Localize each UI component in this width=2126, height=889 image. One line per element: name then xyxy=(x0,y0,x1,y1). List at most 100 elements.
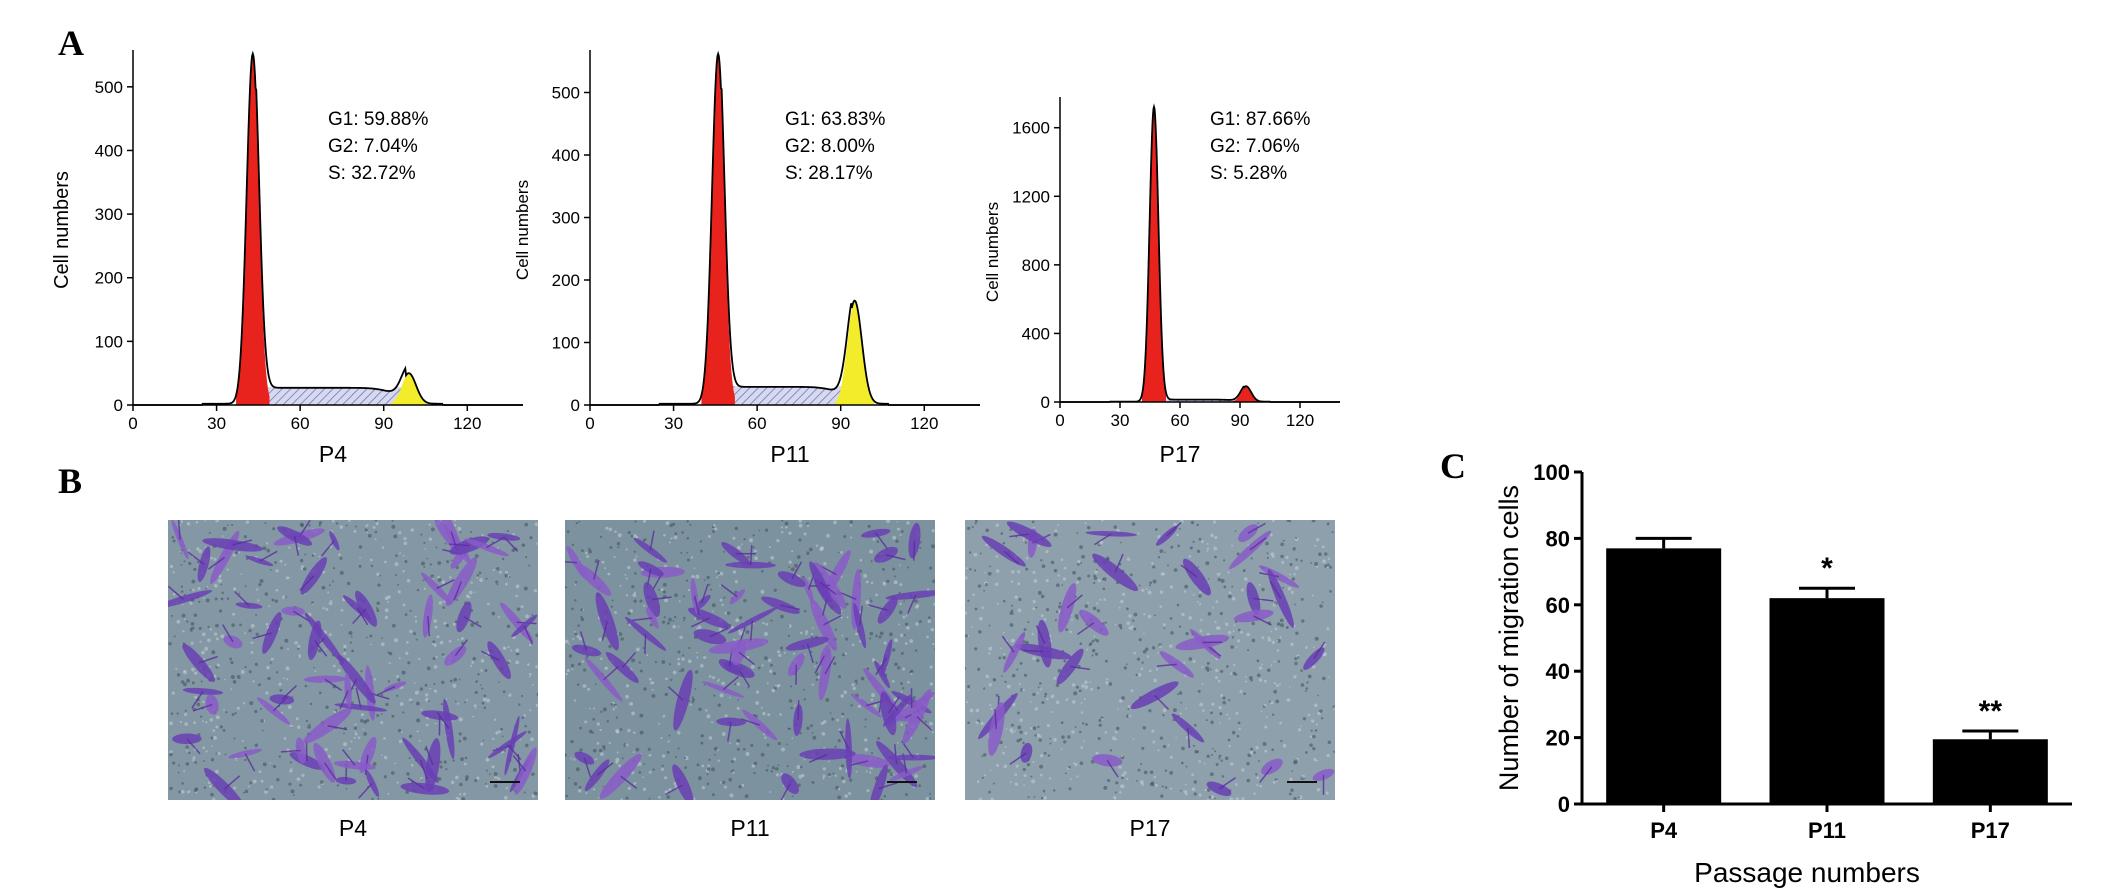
pore-dot xyxy=(169,753,173,757)
pore-dot xyxy=(1050,560,1055,565)
pore-dot xyxy=(999,740,1003,745)
pore-dot xyxy=(1114,738,1117,741)
pore-dot xyxy=(1287,587,1292,591)
pore-dot xyxy=(416,718,421,723)
pore-dot xyxy=(375,607,378,610)
pore-dot xyxy=(803,688,806,691)
pore-dot xyxy=(279,688,283,692)
pore-dot xyxy=(764,656,768,660)
pore-dot xyxy=(766,743,770,747)
pore-dot xyxy=(369,558,373,562)
pore-dot xyxy=(1015,764,1019,768)
pore-dot xyxy=(1193,792,1197,796)
pore-dot xyxy=(196,547,200,551)
pore-dot xyxy=(788,699,793,703)
pore-dot xyxy=(1002,656,1006,660)
pore-dot xyxy=(1233,624,1236,627)
pore-dot xyxy=(914,599,918,603)
pore-dot xyxy=(1097,737,1101,741)
x-tick-label: P4 xyxy=(1650,818,1678,843)
y-tick-label: 40 xyxy=(1546,659,1570,684)
pore-dot xyxy=(324,648,327,651)
pore-dot xyxy=(180,585,183,588)
pore-dot xyxy=(620,637,624,641)
pore-dot xyxy=(1297,656,1300,659)
pore-dot xyxy=(1233,663,1236,667)
cell-process xyxy=(436,579,455,590)
pore-dot xyxy=(171,691,175,695)
pore-dot xyxy=(1321,601,1324,604)
pore-dot xyxy=(903,600,906,603)
pore-dot xyxy=(231,623,235,627)
pore-dot xyxy=(506,624,511,629)
pore-dot xyxy=(408,734,413,739)
pore-dot xyxy=(822,777,825,780)
pore-dot xyxy=(258,583,262,587)
pore-dot xyxy=(416,588,420,592)
pore-dot xyxy=(1087,601,1089,604)
pore-dot xyxy=(1057,523,1060,526)
pore-dot xyxy=(989,704,992,707)
pore-dot xyxy=(1136,780,1138,782)
pore-dot xyxy=(664,598,668,603)
pore-dot xyxy=(184,709,187,712)
pore-dot xyxy=(742,747,746,751)
pore-dot xyxy=(515,648,520,653)
pore-dot xyxy=(387,595,391,599)
pore-dot xyxy=(324,747,328,752)
pore-dot xyxy=(1289,563,1293,567)
pore-dot xyxy=(528,643,532,647)
pore-dot xyxy=(595,758,598,761)
pore-dot xyxy=(602,785,605,788)
cell-process xyxy=(875,657,888,676)
pore-dot xyxy=(1232,671,1237,676)
pore-dot xyxy=(1302,717,1306,721)
cell-process xyxy=(878,782,898,790)
pore-dot xyxy=(1280,739,1283,743)
pore-dot xyxy=(706,575,710,580)
pore-dot xyxy=(1162,623,1166,627)
pore-dot xyxy=(1003,653,1006,656)
pore-dot xyxy=(491,611,496,616)
micrograph-label: P11 xyxy=(730,815,770,841)
pore-dot xyxy=(1105,681,1109,685)
pore-dot xyxy=(1149,770,1154,774)
pore-dot xyxy=(380,642,385,647)
pore-dot xyxy=(418,657,421,661)
pore-dot xyxy=(719,571,724,576)
pore-dot xyxy=(343,742,347,747)
pore-dot xyxy=(1011,673,1016,678)
pore-dot xyxy=(380,713,383,716)
pore-dot xyxy=(761,569,764,573)
pore-dot xyxy=(1163,551,1166,554)
migrated-cell xyxy=(511,614,538,638)
y-tick-label: 800 xyxy=(1022,256,1050,275)
cell-process xyxy=(1114,553,1124,573)
pore-dot xyxy=(1159,590,1164,594)
pore-dot xyxy=(1265,716,1268,719)
pore-dot xyxy=(700,664,704,668)
g1-peak xyxy=(701,55,735,405)
pore-dot xyxy=(198,626,202,630)
pore-dot xyxy=(1293,796,1297,801)
pore-dot xyxy=(764,528,769,532)
pore-dot xyxy=(790,567,795,572)
pore-dot xyxy=(995,569,1000,573)
migrated-cell xyxy=(908,522,921,559)
pore-dot xyxy=(296,777,301,782)
pore-dot xyxy=(366,719,370,723)
migrated-cell xyxy=(988,702,1005,756)
pore-dot xyxy=(260,779,264,783)
pore-dot xyxy=(1222,701,1226,705)
pore-dot xyxy=(197,587,201,591)
y-tick-label: 100 xyxy=(95,332,123,351)
pore-dot xyxy=(1063,659,1067,663)
pore-dot xyxy=(1115,781,1119,785)
migrated-cell xyxy=(633,537,668,563)
pore-dot xyxy=(1315,759,1318,762)
cell-process xyxy=(293,535,300,556)
pore-dot xyxy=(183,770,186,773)
pore-dot xyxy=(1251,621,1255,626)
pore-dot xyxy=(1126,621,1131,625)
